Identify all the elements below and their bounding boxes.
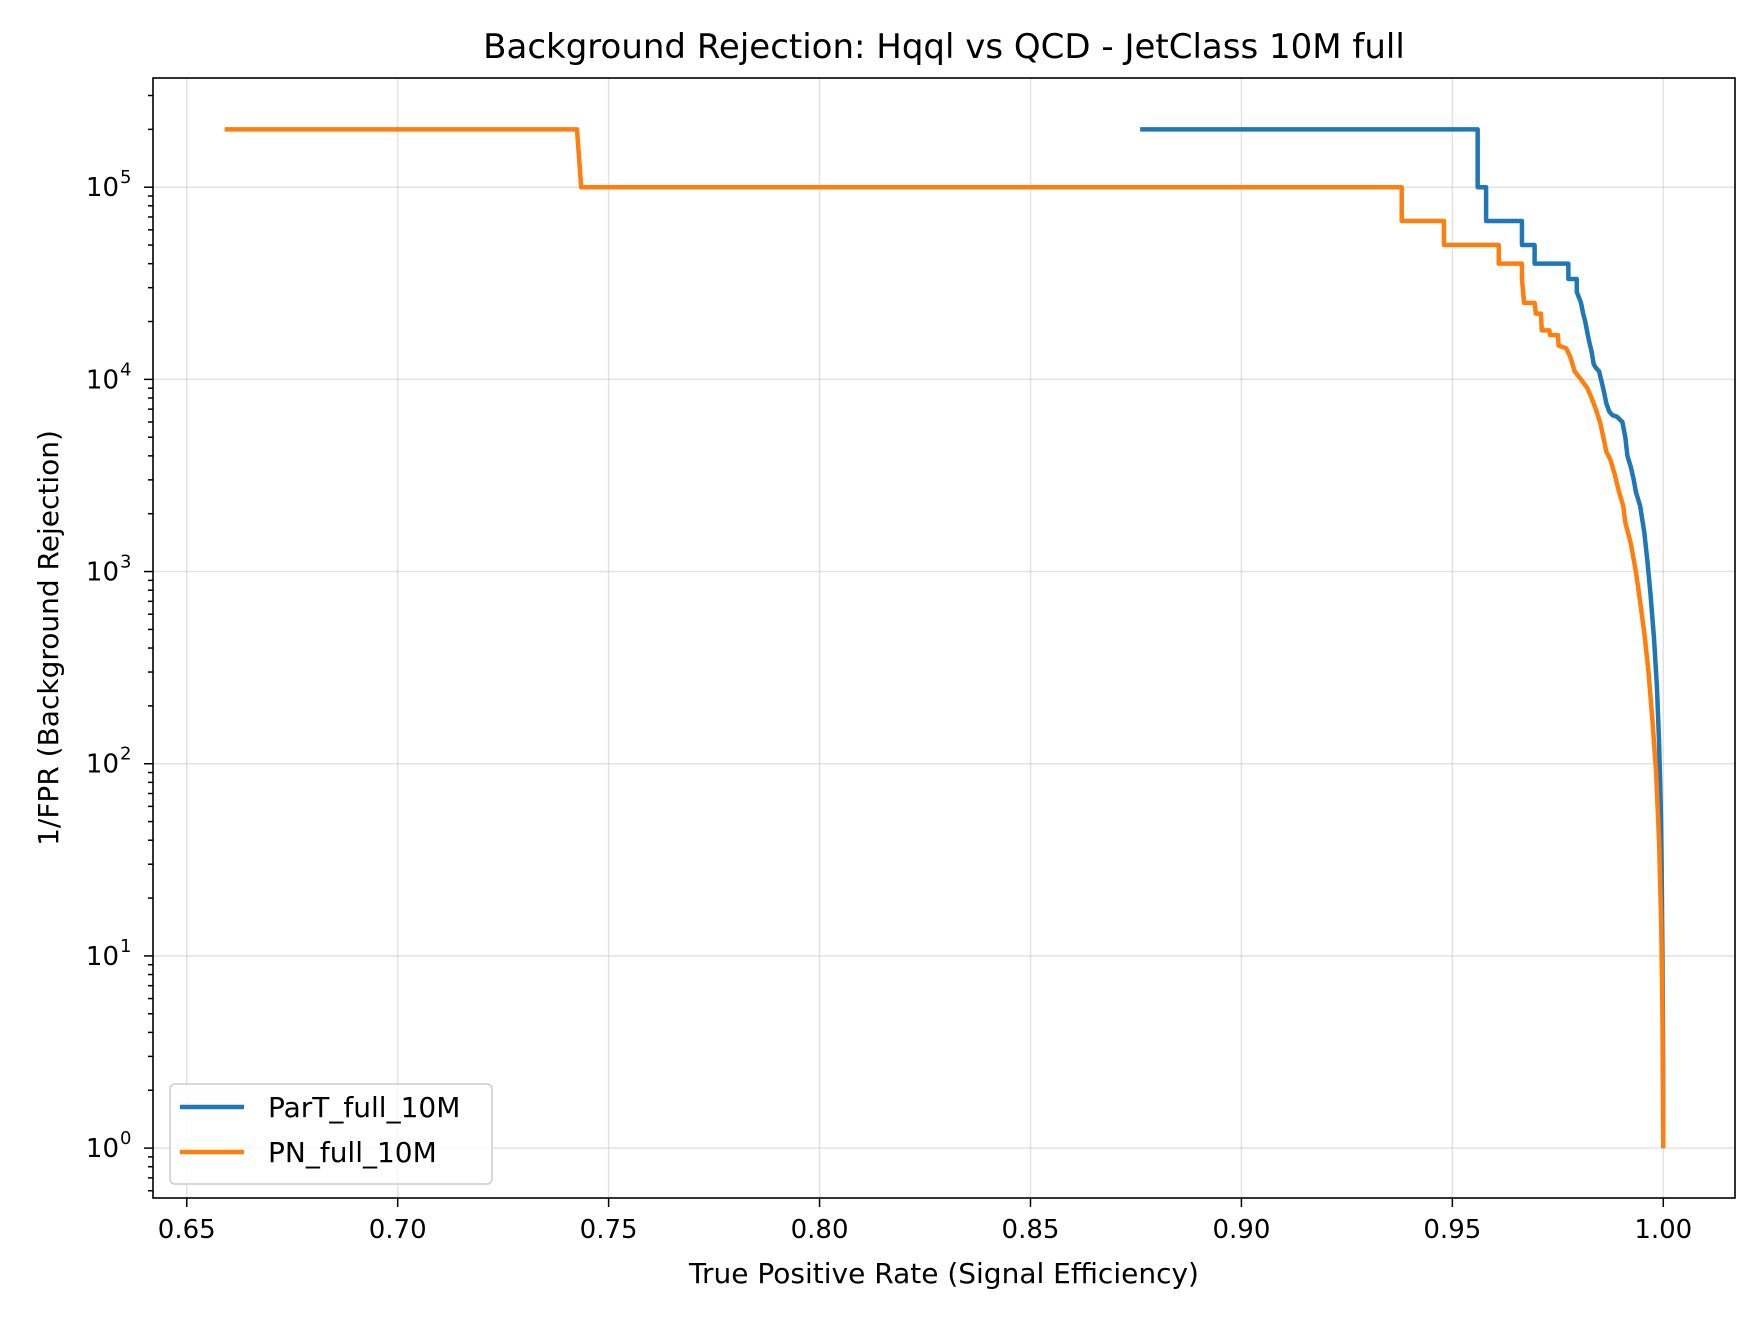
y-axis-label: 1/FPR (Background Rejection) [32, 430, 65, 846]
plot-area [224, 127, 1666, 1149]
x-tick-label: 0.75 [580, 1215, 638, 1245]
legend-label: ParT_full_10M [268, 1091, 460, 1124]
x-tick-label: 0.90 [1212, 1215, 1270, 1245]
x-tick-label: 0.95 [1423, 1215, 1481, 1245]
y-tick-exponent: 2 [120, 744, 131, 765]
y-tick-exponent: 0 [120, 1128, 131, 1149]
x-tick-label: 0.65 [158, 1215, 216, 1245]
x-tick-label: 0.85 [1002, 1215, 1060, 1245]
y-tick-exponent: 3 [120, 552, 131, 573]
legend: ParT_full_10M PN_full_10M [169, 1083, 493, 1185]
plot-frame [152, 77, 1736, 1199]
series-line-part [1140, 127, 1666, 1149]
y-tick-label: 10 [86, 1134, 119, 1164]
y-tick-exponent: 5 [120, 167, 131, 188]
x-tick-label: 0.80 [791, 1215, 849, 1245]
chart-title: Background Rejection: Hqql vs QCD - JetC… [483, 27, 1405, 67]
series-line-pn [224, 127, 1666, 1149]
x-tick-label: 0.70 [369, 1215, 427, 1245]
x-tick-label: 1.00 [1634, 1215, 1692, 1245]
y-tick-label: 10 [86, 173, 119, 203]
legend-box [169, 1083, 493, 1185]
legend-label: PN_full_10M [268, 1136, 437, 1169]
y-tick-label: 10 [86, 942, 119, 972]
y-tick-label: 10 [86, 365, 119, 395]
x-axis-label: True Positive Rate (Signal Efficiency) [688, 1257, 1199, 1290]
y-tick-exponent: 4 [120, 359, 131, 380]
y-tick-label: 10 [86, 750, 119, 780]
y-tick-label: 10 [86, 558, 119, 588]
series-layer [224, 127, 1666, 1149]
y-tick-exponent: 1 [120, 936, 131, 957]
